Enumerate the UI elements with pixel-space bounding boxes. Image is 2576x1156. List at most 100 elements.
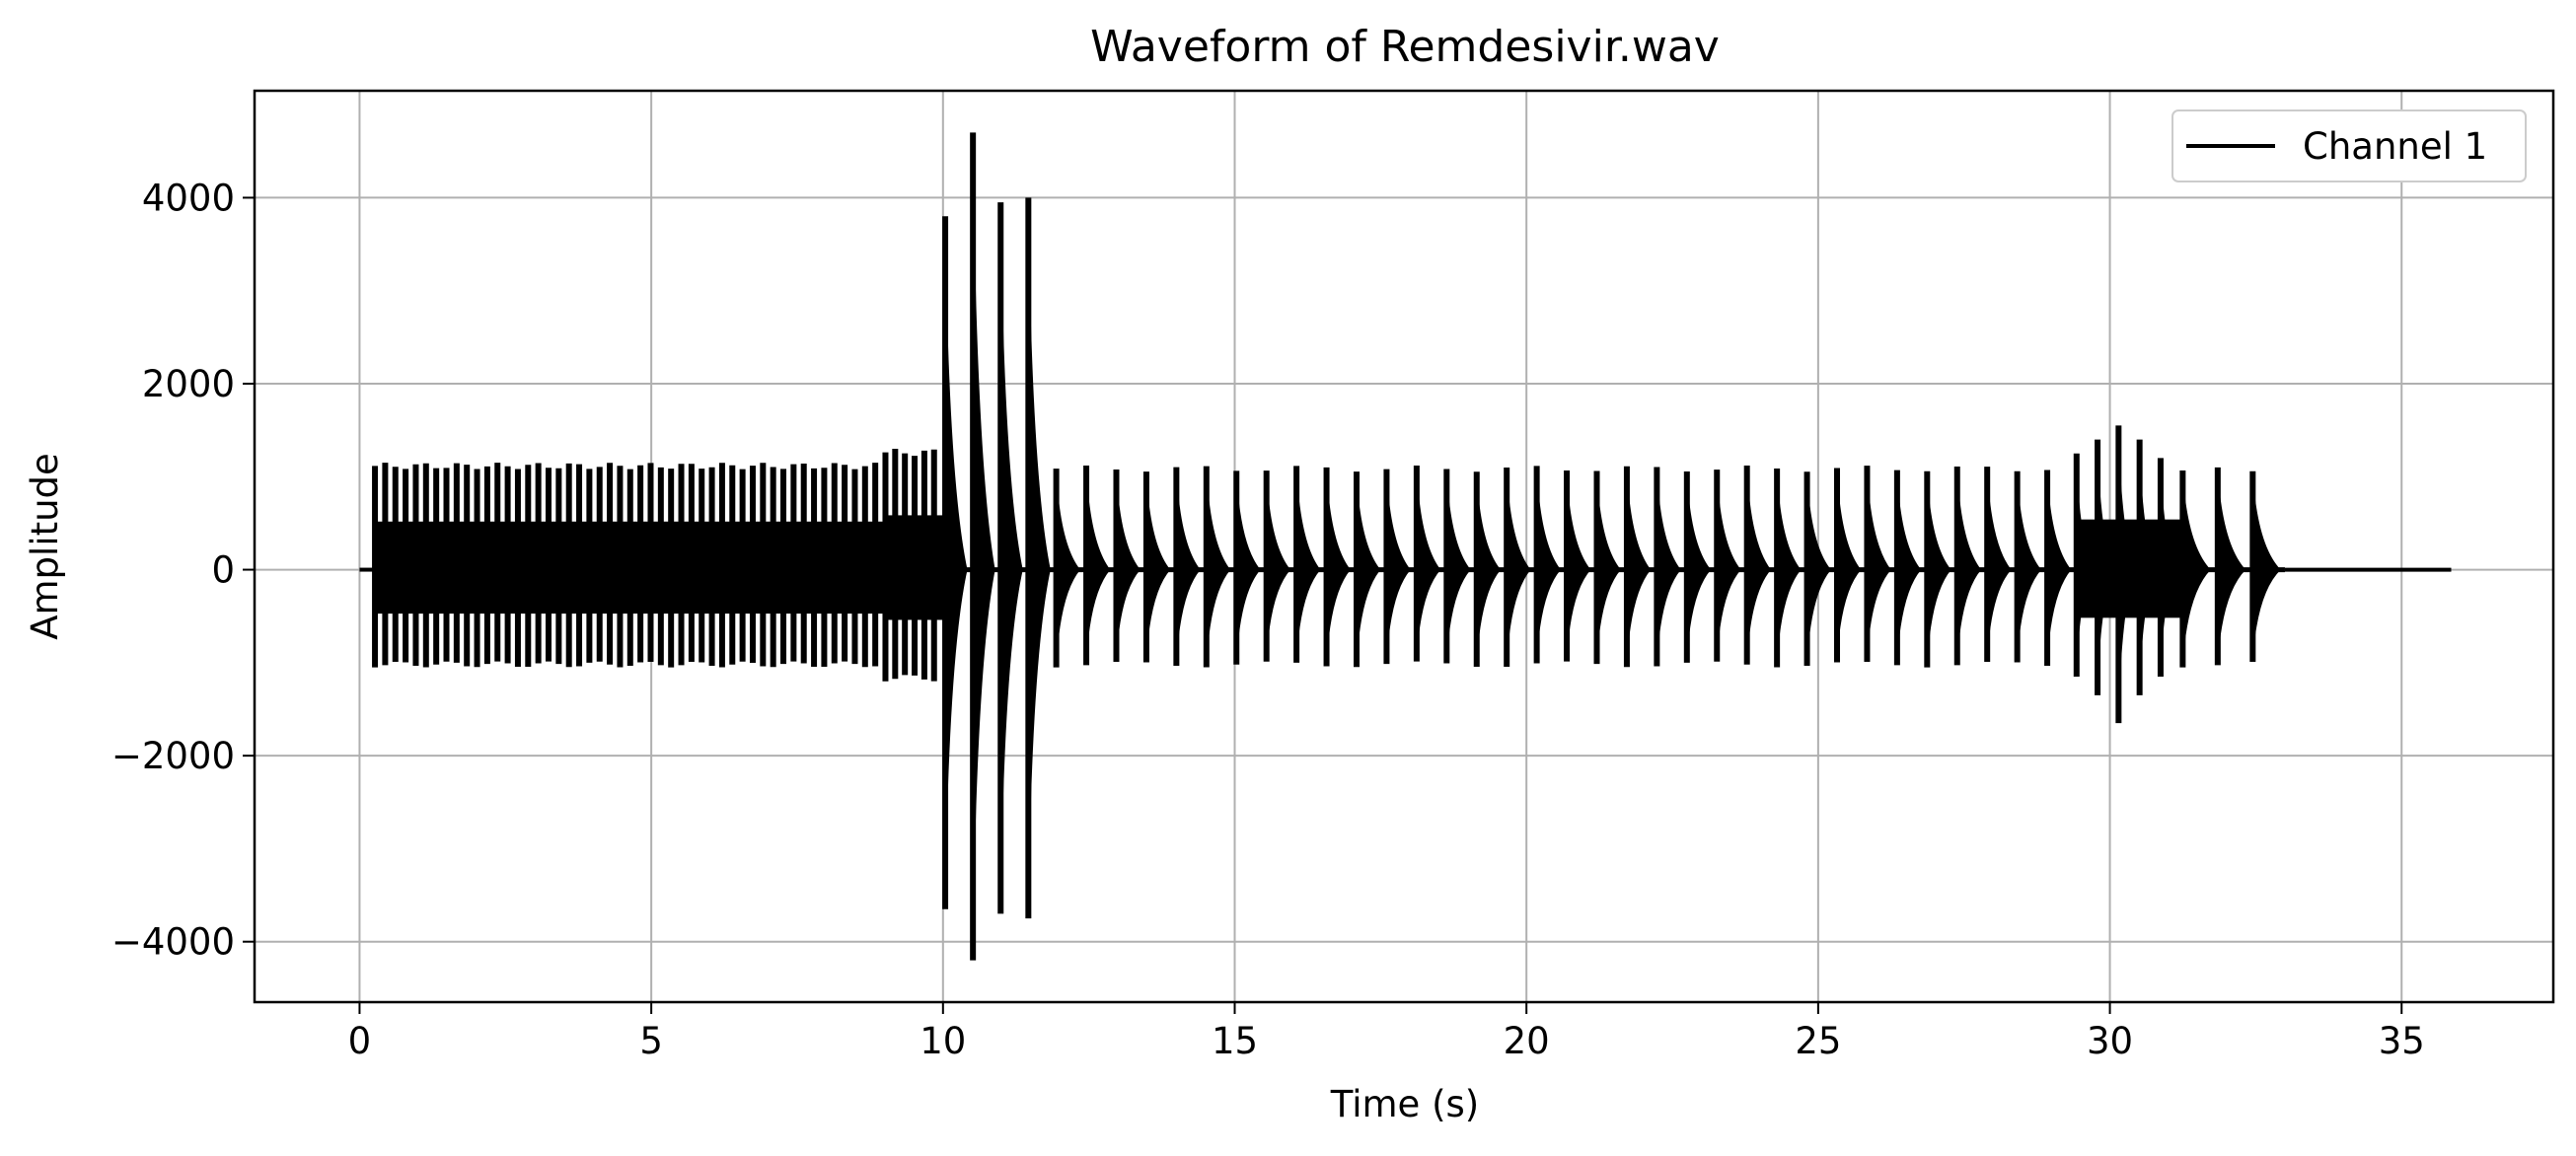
pulse-decay-negative	[915, 569, 922, 676]
pulse-decay-positive	[2017, 470, 2041, 570]
pulse-decay-negative	[548, 569, 557, 662]
pulse-decay-negative	[2217, 569, 2246, 666]
pulse-decay-positive	[1266, 470, 1291, 570]
legend-label-channel-1: Channel 1	[2303, 125, 2487, 168]
x-tick-label: 15	[1212, 1020, 1258, 1062]
pulse-decay-positive	[2098, 439, 2115, 570]
pulse-decay-negative	[945, 569, 968, 909]
pulse-decay-positive	[1000, 202, 1023, 570]
plot-frame	[253, 89, 2555, 1004]
pulse-decay-negative	[660, 569, 670, 666]
pulse-decay-negative	[803, 569, 812, 664]
pulse-decay-positive	[610, 463, 619, 570]
pulse-decay-negative	[923, 569, 932, 680]
pulse-decay-positive	[763, 463, 772, 570]
pulse-decay-positive	[1896, 470, 1922, 570]
pulse-decay-negative	[1416, 569, 1441, 662]
pulse-decay-positive	[1356, 471, 1381, 570]
pulse-decay-negative	[1927, 569, 1951, 668]
pulse-decay-positive	[1596, 470, 1621, 570]
pulse-decay-negative	[1326, 569, 1351, 667]
pulse-decay-negative	[629, 569, 639, 666]
pulse-decay-negative	[1746, 569, 1772, 665]
pulse-decay-positive	[1386, 469, 1411, 570]
pulse-decay-positive	[486, 466, 496, 570]
pulse-decay-negative	[1837, 569, 1862, 663]
pulse-decay-positive	[660, 467, 670, 570]
pulse-decay-positive	[579, 464, 588, 570]
pulse-decay-positive	[2047, 470, 2072, 570]
pulse-decay-negative	[1626, 569, 1652, 668]
pulse-decay-positive	[701, 469, 710, 570]
pulse-decay-positive	[517, 469, 527, 570]
pulse-decay-negative	[2182, 569, 2211, 668]
pulse-decay-positive	[691, 464, 700, 570]
pulse-decay-negative	[1000, 569, 1023, 914]
pulse-decay-negative	[558, 569, 567, 665]
pulse-decay-positive	[1507, 468, 1531, 570]
pulse-decay-positive	[558, 468, 567, 570]
pulse-decay-positive	[1176, 467, 1201, 570]
pulse-decay-positive	[1717, 470, 1741, 570]
pulse-decay-negative	[599, 569, 609, 662]
y-tick-label: 2000	[142, 363, 235, 405]
pulse-decay-positive	[905, 453, 914, 570]
pulse-decay-positive	[2076, 453, 2094, 570]
pulse-decay-negative	[1176, 569, 1201, 666]
pulse-decay-positive	[923, 450, 932, 570]
pulse-decay-negative	[1145, 569, 1171, 663]
pulse-decay-positive	[1086, 465, 1111, 570]
legend: Channel 1	[2171, 109, 2527, 182]
pulse-decay-negative	[1987, 569, 2012, 663]
pulse-decay-positive	[793, 464, 802, 570]
pulse-decay-negative	[1356, 569, 1381, 668]
pulse-decay-negative	[854, 569, 863, 665]
pulse-decay-negative	[2098, 569, 2115, 695]
pulse-decay-negative	[477, 569, 485, 668]
pulse-decay-positive	[1777, 469, 1802, 570]
pulse-decay-negative	[1717, 569, 1741, 662]
pulse-decay-negative	[814, 569, 823, 667]
pulse-decay-positive	[2160, 458, 2177, 570]
pulse-decay-positive	[1536, 466, 1561, 570]
pulse-decay-negative	[783, 569, 792, 665]
pulse-decay-positive	[1987, 467, 2012, 570]
pulse-decay-positive	[640, 465, 649, 570]
pulse-decay-negative	[2118, 569, 2136, 724]
pulse-decay-positive	[1206, 466, 1231, 570]
pulse-decay-negative	[1686, 569, 1712, 663]
pulse-decay-positive	[845, 465, 853, 570]
pulse-decay-negative	[1056, 569, 1080, 668]
pulse-decay-positive	[1837, 468, 1862, 570]
pulse-decay-positive	[1567, 470, 1591, 570]
pulse-decay-positive	[915, 456, 922, 570]
y-axis-label: Amplitude	[24, 453, 66, 640]
pulse-decay-negative	[425, 569, 435, 668]
x-tick-label: 5	[639, 1020, 663, 1062]
pulse-decay-negative	[763, 569, 772, 667]
pulse-decay-positive	[1656, 467, 1681, 570]
x-tick-label: 0	[348, 1020, 372, 1062]
x-tick-label: 10	[920, 1020, 966, 1062]
pulse-decay-negative	[895, 569, 904, 680]
y-axis-ticks: −4000 −2000 0 2000 4000	[111, 177, 255, 964]
pulse-decay-positive	[742, 469, 751, 570]
pulse-decay-negative	[824, 569, 833, 667]
pulse-decay-positive	[548, 468, 557, 570]
pulse-decay-negative	[1536, 569, 1561, 664]
pulse-decay-negative	[773, 569, 781, 668]
pulse-decay-negative	[486, 569, 496, 665]
pulse-decay-positive	[933, 449, 942, 570]
pulse-decay-positive	[405, 469, 414, 570]
pulse-decay-negative	[701, 569, 710, 663]
pulse-decay-negative	[732, 569, 741, 665]
pulse-decay-negative	[497, 569, 506, 662]
pulse-decay-positive	[385, 463, 394, 570]
pulse-decay-positive	[814, 468, 823, 570]
pulse-decay-negative	[640, 569, 649, 663]
pulse-decay-negative	[1266, 569, 1291, 662]
y-tick-label: −2000	[111, 735, 235, 777]
pulse-decay-negative	[620, 569, 628, 668]
pulse-decay-positive	[1867, 466, 1891, 570]
